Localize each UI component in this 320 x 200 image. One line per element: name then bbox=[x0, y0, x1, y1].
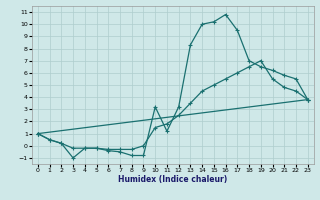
X-axis label: Humidex (Indice chaleur): Humidex (Indice chaleur) bbox=[118, 175, 228, 184]
